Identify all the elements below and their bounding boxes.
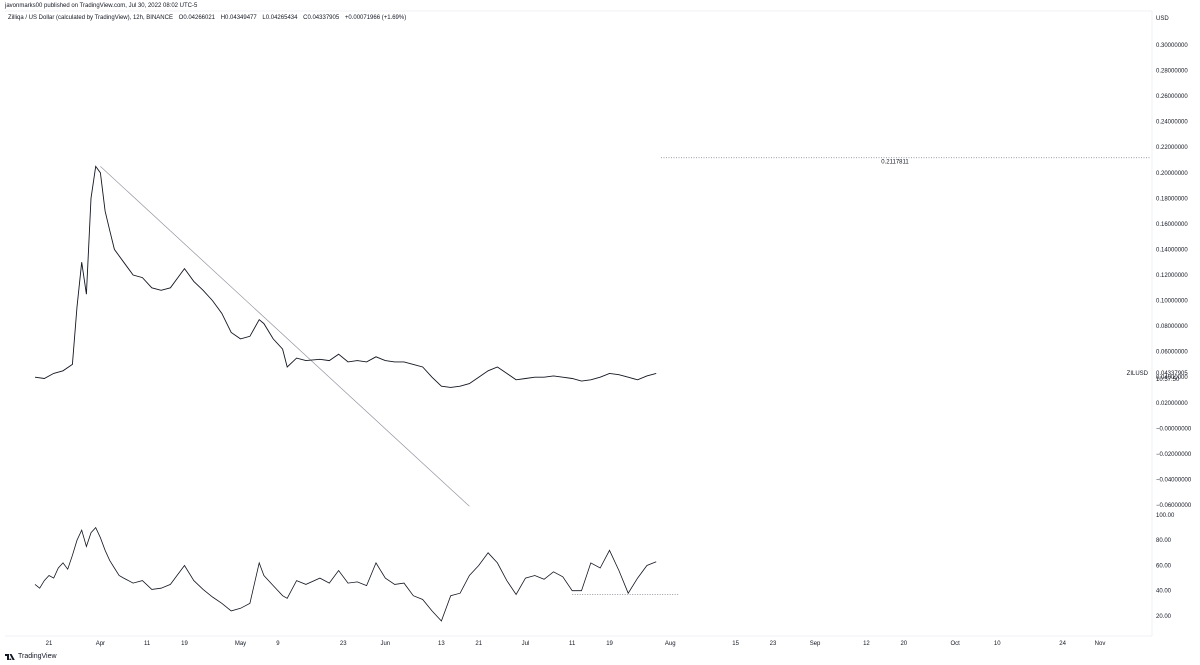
change-value: +0.00071966 (+1.69%) [344,15,407,21]
time-tick-label: 21 [46,641,53,647]
close-label: C [303,15,308,21]
currency-label: USD [1156,16,1169,22]
price-tick-label: 0.30000000 [1156,43,1188,49]
time-tick-label: 23 [770,641,777,647]
price-tick-label: 0.24000000 [1156,120,1188,126]
open-value: 0.04266021 [183,15,216,21]
price-tick-label: 0.02000000 [1156,401,1188,407]
time-tick-label: 19 [181,641,188,647]
time-tick-label: Sep [810,641,821,647]
price-tick-label: 0.08000000 [1156,324,1188,330]
price-tick-label: 0.04000000 [1156,375,1188,381]
tradingview-logo-icon [5,653,15,660]
price-series-line [34,165,657,388]
time-tick-label: Jul [522,641,530,647]
time-tick-label: 23 [340,641,347,647]
bar-countdown-label: 10:57:50 [1156,377,1180,383]
price-tick-label: −0.02000000 [1156,452,1192,458]
price-tick-label: 0.16000000 [1156,222,1188,228]
brand-name: TradingView [18,653,57,660]
indicator-tick-label: 40.00 [1156,589,1172,595]
indicator-tick-label: 20.00 [1156,614,1172,620]
time-tick-label: 20 [900,641,907,647]
trendline[interactable] [100,166,470,507]
time-tick-label: Oct [951,641,961,647]
price-tick-label: 0.06000000 [1156,350,1188,356]
publisher-line: javonmarks00 published on TradingView.co… [5,3,198,9]
price-tick-label: −0.06000000 [1156,503,1192,509]
time-tick-label: 10 [994,641,1001,647]
price-tick-label: −0.04000000 [1156,477,1192,483]
price-tick-label: 0.18000000 [1156,196,1188,202]
time-tick-label: 15 [732,641,739,647]
open-label: O [178,15,184,21]
price-tick-label: 0.22000000 [1156,145,1188,151]
time-tick-label: 13 [438,641,445,647]
price-axis[interactable]: 0.30000000 0.28000000 0.26000000 0.24000000… [1156,43,1192,509]
close-value: 0.04337905 [307,15,340,21]
time-axis[interactable]: 21 Apr 11 19 May 9 23 Jun 13 21 Jul 11 19 Aug 15 23 Sep 1… [46,641,1106,647]
price-tick-label: 0.28000000 [1156,69,1188,75]
price-tick-label: −0.00000000 [1156,426,1192,432]
time-tick-label: May [235,641,246,647]
indicator-tick-label: 100.00 [1156,513,1175,519]
high-label: H [220,15,226,21]
symbol-label: ZILUSD [1127,371,1149,377]
high-value: 0.04349477 [225,15,257,21]
time-tick-label: 21 [475,641,482,647]
price-tick-label: 0.14000000 [1156,247,1188,253]
time-tick-label: 24 [1059,641,1066,647]
time-tick-label: 9 [276,641,280,647]
price-tick-label: 0.20000000 [1156,171,1188,177]
indicator-tick-label: 80.00 [1156,538,1172,544]
time-tick-label: Jun [380,641,390,647]
symbol-legend: Zilliqa / US Dollar (calculated by Tradi… [8,15,406,21]
low-label: L [262,15,266,21]
price-tick-label: 0.10000000 [1156,299,1188,305]
low-value: 0.04265434 [265,15,298,21]
time-tick-label: Nov [1095,641,1106,647]
price-tick-label: 0.26000000 [1156,94,1188,100]
time-tick-label: Aug [665,641,676,647]
price-tick-label: 0.12000000 [1156,273,1188,279]
footer-brand[interactable]: TradingView [5,653,57,660]
time-tick-label: 12 [863,641,870,647]
indicator-tick-label: 60.00 [1156,563,1172,569]
instrument-name[interactable]: Zilliqa / US Dollar (calculated by Tradi… [8,15,173,21]
time-tick-label: 11 [569,641,576,647]
price-level-label: 0.2117811 [881,160,909,166]
indicator-series-line [34,526,657,622]
time-tick-label: 19 [606,641,613,647]
indicator-axis[interactable]: 100.00 80.00 60.00 40.00 20.00 [1156,513,1175,620]
time-tick-label: Apr [96,641,105,647]
last-price-label: 0.04337905 [1156,371,1188,377]
time-tick-label: 11 [144,641,151,647]
